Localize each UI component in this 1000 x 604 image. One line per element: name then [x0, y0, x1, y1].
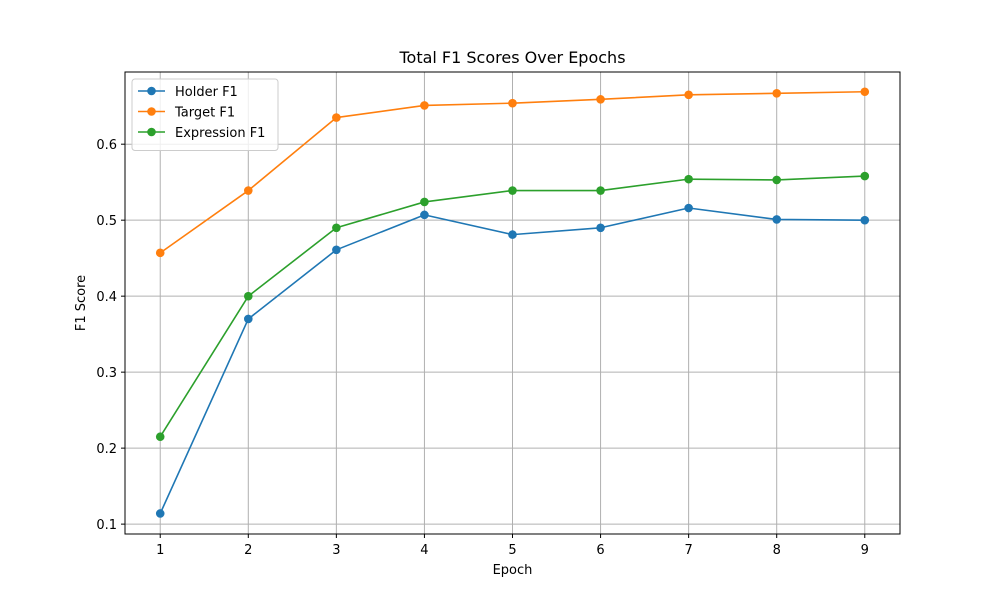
series-group	[155, 87, 870, 518]
x-tick-label: 2	[244, 543, 252, 558]
legend: Holder F1 Target F1 Expression F1	[131, 78, 279, 151]
data-point	[243, 291, 253, 301]
data-point	[332, 113, 341, 122]
y-tick-label: 0.4	[96, 290, 117, 305]
data-point	[508, 230, 517, 239]
chart-title: Total F1 Scores Over Epochs	[398, 48, 625, 67]
y-tick-label: 0.2	[96, 442, 117, 457]
y-axis-ticks: 0.1 0.2 0.3 0.4 0.5 0.6	[96, 138, 125, 533]
y-tick-label: 0.5	[96, 214, 117, 229]
series-1	[155, 203, 870, 518]
y-tick-label: 0.6	[96, 138, 117, 153]
legend-label: Target F1	[174, 106, 235, 121]
data-point	[860, 171, 870, 181]
legend-item: Expression F1	[138, 126, 265, 141]
legend-marker	[147, 107, 156, 116]
data-point	[860, 87, 870, 97]
x-axis-label: Epoch	[493, 563, 533, 578]
y-axis-label: F1 Score	[74, 275, 89, 331]
grid-lines	[125, 72, 900, 534]
legend-item: Target F1	[138, 106, 235, 121]
y-tick-label: 0.3	[96, 366, 117, 381]
x-tick-label: 6	[596, 543, 604, 558]
data-point	[772, 175, 782, 185]
data-point	[860, 215, 870, 225]
y-tick-label: 0.1	[96, 518, 117, 533]
data-point	[420, 210, 429, 220]
data-point	[596, 95, 605, 104]
data-point	[508, 186, 517, 195]
data-point	[155, 509, 165, 518]
data-point	[332, 223, 341, 233]
x-axis-ticks: 1 2 3 4 5 6 7 8 9	[156, 534, 869, 558]
x-tick-label: 9	[861, 543, 869, 558]
data-point	[155, 432, 165, 442]
data-point	[684, 174, 693, 184]
data-point	[596, 186, 605, 195]
x-tick-label: 7	[684, 543, 692, 558]
series-2	[155, 87, 870, 258]
x-tick-label: 4	[420, 543, 428, 558]
data-point	[420, 197, 429, 207]
x-tick-label: 3	[332, 543, 340, 558]
data-point	[596, 223, 605, 233]
data-point	[332, 245, 341, 255]
x-tick-label: 5	[508, 543, 516, 558]
legend-marker	[147, 86, 156, 96]
legend-label: Holder F1	[175, 85, 238, 100]
x-tick-label: 1	[156, 543, 164, 558]
legend-box	[131, 78, 279, 151]
x-tick-label: 8	[773, 543, 781, 558]
data-point	[684, 90, 693, 100]
legend-marker	[147, 127, 156, 137]
legend-label: Expression F1	[175, 126, 265, 141]
data-point	[243, 314, 253, 324]
data-point	[420, 101, 429, 110]
data-point	[772, 215, 782, 224]
data-point	[243, 186, 253, 195]
data-point	[508, 98, 517, 108]
series-3	[155, 171, 870, 442]
data-point	[684, 203, 693, 213]
data-point	[772, 88, 782, 98]
legend-item: Holder F1	[138, 85, 238, 100]
data-point	[155, 248, 165, 258]
